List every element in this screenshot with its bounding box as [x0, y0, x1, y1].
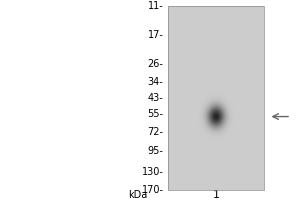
Text: 11-: 11-	[148, 1, 164, 11]
Text: 26-: 26-	[148, 59, 164, 69]
Text: 130-: 130-	[142, 167, 164, 177]
Text: 17-: 17-	[148, 30, 164, 40]
Text: kDa: kDa	[128, 190, 148, 200]
Text: 95-: 95-	[148, 146, 164, 156]
Text: 72-: 72-	[148, 127, 164, 137]
Text: 1: 1	[212, 190, 220, 200]
Text: 34-: 34-	[148, 77, 164, 87]
Text: 55-: 55-	[148, 109, 164, 119]
Text: 170-: 170-	[142, 185, 164, 195]
Text: 43-: 43-	[148, 93, 164, 103]
Bar	[168, 6, 264, 190]
